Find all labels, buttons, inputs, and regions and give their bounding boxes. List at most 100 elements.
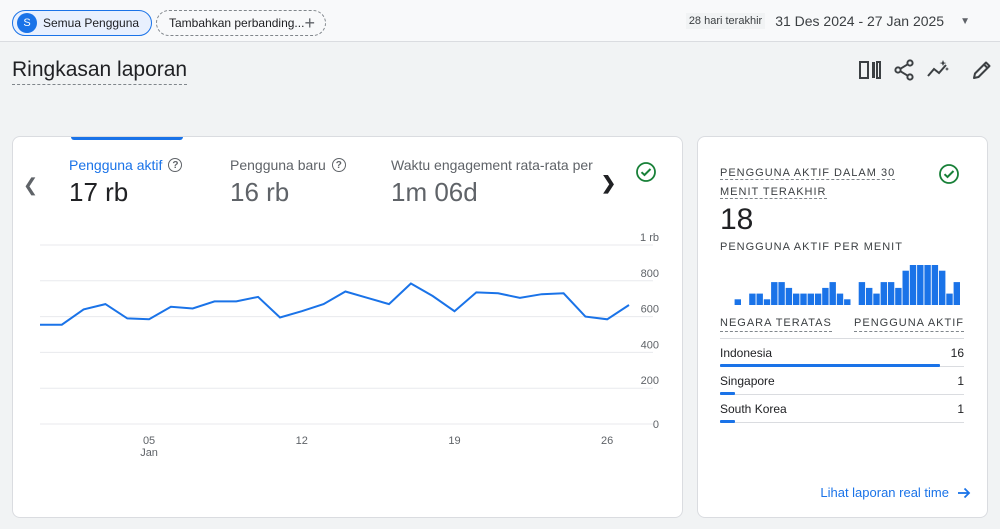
per-minute-bar[interactable]: [822, 287, 829, 305]
segment-label: Semua Pengguna: [43, 16, 140, 30]
per-minute-bar[interactable]: [873, 293, 880, 305]
metric-value: 16 rb: [230, 177, 290, 207]
per-minute-bar[interactable]: [756, 293, 763, 305]
per-minute-bar[interactable]: [887, 282, 895, 305]
chevron-right-icon[interactable]: ❯: [601, 173, 617, 193]
date-relative-label: 28 hari terakhir: [685, 13, 766, 29]
view-realtime-link[interactable]: Lihat laporan real time: [820, 485, 971, 500]
y-tick-label: 1 rb: [640, 232, 659, 244]
check-circle-icon[interactable]: [635, 161, 657, 183]
per-minute-bar[interactable]: [880, 282, 887, 305]
per-minute-bar[interactable]: [844, 299, 851, 305]
country-name: South Korea: [720, 402, 787, 416]
country-share-bar: [720, 420, 735, 423]
realtime-title: PENGGUNA AKTIF DALAM 30 MENIT TERAKHIR: [720, 164, 930, 202]
country-share-bar: [720, 392, 735, 395]
per-minute-bar[interactable]: [866, 287, 873, 305]
country-table: Indonesia 16 Singapore 1 South Korea 1: [720, 338, 964, 423]
per-minute-bar[interactable]: [749, 293, 756, 305]
x-tick-label: 05: [143, 435, 155, 447]
metric-value: 1m 06d: [391, 177, 478, 207]
country-share-bar: [720, 364, 940, 367]
per-minute-bar[interactable]: [800, 293, 807, 305]
per-minute-bar[interactable]: [917, 265, 924, 305]
per-minute-bar-chart: [734, 265, 960, 305]
y-tick-label: 0: [653, 419, 659, 431]
segment-chip[interactable]: S Semua Pengguna: [12, 10, 153, 36]
y-tick-label: 800: [641, 268, 659, 280]
per-minute-bar[interactable]: [778, 282, 785, 305]
country-column-header[interactable]: NEGARA TERATAS: [720, 317, 832, 332]
realtime-subtitle: PENGGUNA AKTIF PER MENIT: [720, 241, 903, 253]
country-name: Indonesia: [720, 346, 773, 360]
share-icon[interactable]: [892, 58, 916, 82]
per-minute-bar[interactable]: [909, 265, 917, 305]
per-minute-bar[interactable]: [829, 282, 836, 305]
per-minute-bar[interactable]: [793, 293, 800, 305]
y-tick-label: 200: [641, 375, 659, 387]
per-minute-bar[interactable]: [902, 270, 909, 305]
date-range-picker[interactable]: 28 hari terakhir 31 Des 2024 - 27 Jan 20…: [685, 13, 970, 29]
y-tick-label: 600: [641, 304, 659, 316]
view-realtime-label: Lihat laporan real time: [820, 485, 949, 500]
active-tab-indicator: [71, 137, 183, 140]
metric-value: 17 rb: [69, 177, 129, 207]
realtime-card: PENGGUNA AKTIF DALAM 30 MENIT TERAKHIR 1…: [697, 136, 988, 518]
country-name: Singapore: [720, 374, 775, 388]
add-comparison-label: Tambahkan perbanding...: [169, 16, 305, 30]
users-column-header[interactable]: PENGGUNA AKTIF: [854, 317, 964, 332]
country-row[interactable]: South Korea 1: [720, 395, 964, 423]
per-minute-bar[interactable]: [763, 299, 771, 305]
realtime-count: 18: [720, 203, 754, 236]
per-minute-bar[interactable]: [946, 293, 953, 305]
arrow-right-icon: [958, 487, 971, 498]
per-minute-bar[interactable]: [895, 287, 902, 305]
page-title[interactable]: Ringkasan laporan: [12, 58, 188, 85]
metric-label: Pengguna aktif: [69, 157, 163, 173]
help-icon[interactable]: ?: [331, 158, 346, 172]
per-minute-bar[interactable]: [814, 293, 822, 305]
x-tick-label: 19: [448, 435, 460, 447]
top-bar: S Semua Pengguna Tambahkan perbanding...…: [0, 0, 1000, 42]
segment-avatar: S: [17, 13, 37, 33]
per-minute-bar[interactable]: [807, 293, 814, 305]
country-users: 16: [950, 346, 964, 360]
help-icon[interactable]: ?: [168, 158, 183, 172]
metrics-card: ❮ Pengguna aktif? 17 rb Pengguna baru? 1…: [12, 136, 683, 518]
per-minute-bar[interactable]: [931, 265, 939, 305]
per-minute-bar[interactable]: [836, 293, 844, 305]
date-range-label: 31 Des 2024 - 27 Jan 2025: [775, 13, 945, 29]
dropdown-arrow-icon: ▼: [960, 15, 970, 27]
x-tick-label: 12: [296, 435, 308, 447]
x-tick-label: 26: [601, 435, 613, 447]
per-minute-bar[interactable]: [924, 265, 931, 305]
chevron-left-icon[interactable]: ❮: [23, 175, 39, 195]
metric-tab-new-users[interactable]: Pengguna baru? 16 rb: [230, 157, 346, 208]
y-tick-label: 400: [641, 339, 659, 351]
per-minute-bar[interactable]: [858, 282, 866, 305]
country-row[interactable]: Singapore 1: [720, 367, 964, 395]
add-comparison-button[interactable]: Tambahkan perbanding... +: [156, 10, 326, 36]
country-table-header: NEGARA TERATAS PENGGUNA AKTIF: [720, 317, 964, 332]
country-users: 1: [957, 402, 964, 416]
plus-icon: +: [304, 13, 315, 33]
realtime-title-text[interactable]: PENGGUNA AKTIF DALAM 30 MENIT TERAKHIR: [720, 167, 896, 199]
per-minute-bar[interactable]: [734, 299, 741, 305]
metric-tab-engagement-time[interactable]: Waktu engagement rata-rata per 1m 06d: [391, 157, 593, 208]
metric-label: Pengguna baru: [230, 157, 326, 173]
compare-icon[interactable]: [858, 58, 882, 82]
country-users: 1: [957, 374, 964, 388]
series-line-active-users: [40, 282, 630, 326]
metric-tab-active-users[interactable]: Pengguna aktif? 17 rb: [69, 157, 183, 208]
insights-icon[interactable]: [926, 58, 950, 82]
country-row[interactable]: Indonesia 16: [720, 339, 964, 367]
x-tick-sublabel: Jan: [140, 447, 158, 459]
edit-icon[interactable]: [970, 58, 994, 82]
per-minute-bar[interactable]: [771, 282, 778, 305]
check-circle-icon[interactable]: [938, 163, 960, 185]
per-minute-bar[interactable]: [939, 270, 946, 305]
per-minute-bar[interactable]: [953, 282, 960, 305]
metric-label: Waktu engagement rata-rata per: [391, 157, 593, 173]
per-minute-bar[interactable]: [785, 287, 793, 305]
